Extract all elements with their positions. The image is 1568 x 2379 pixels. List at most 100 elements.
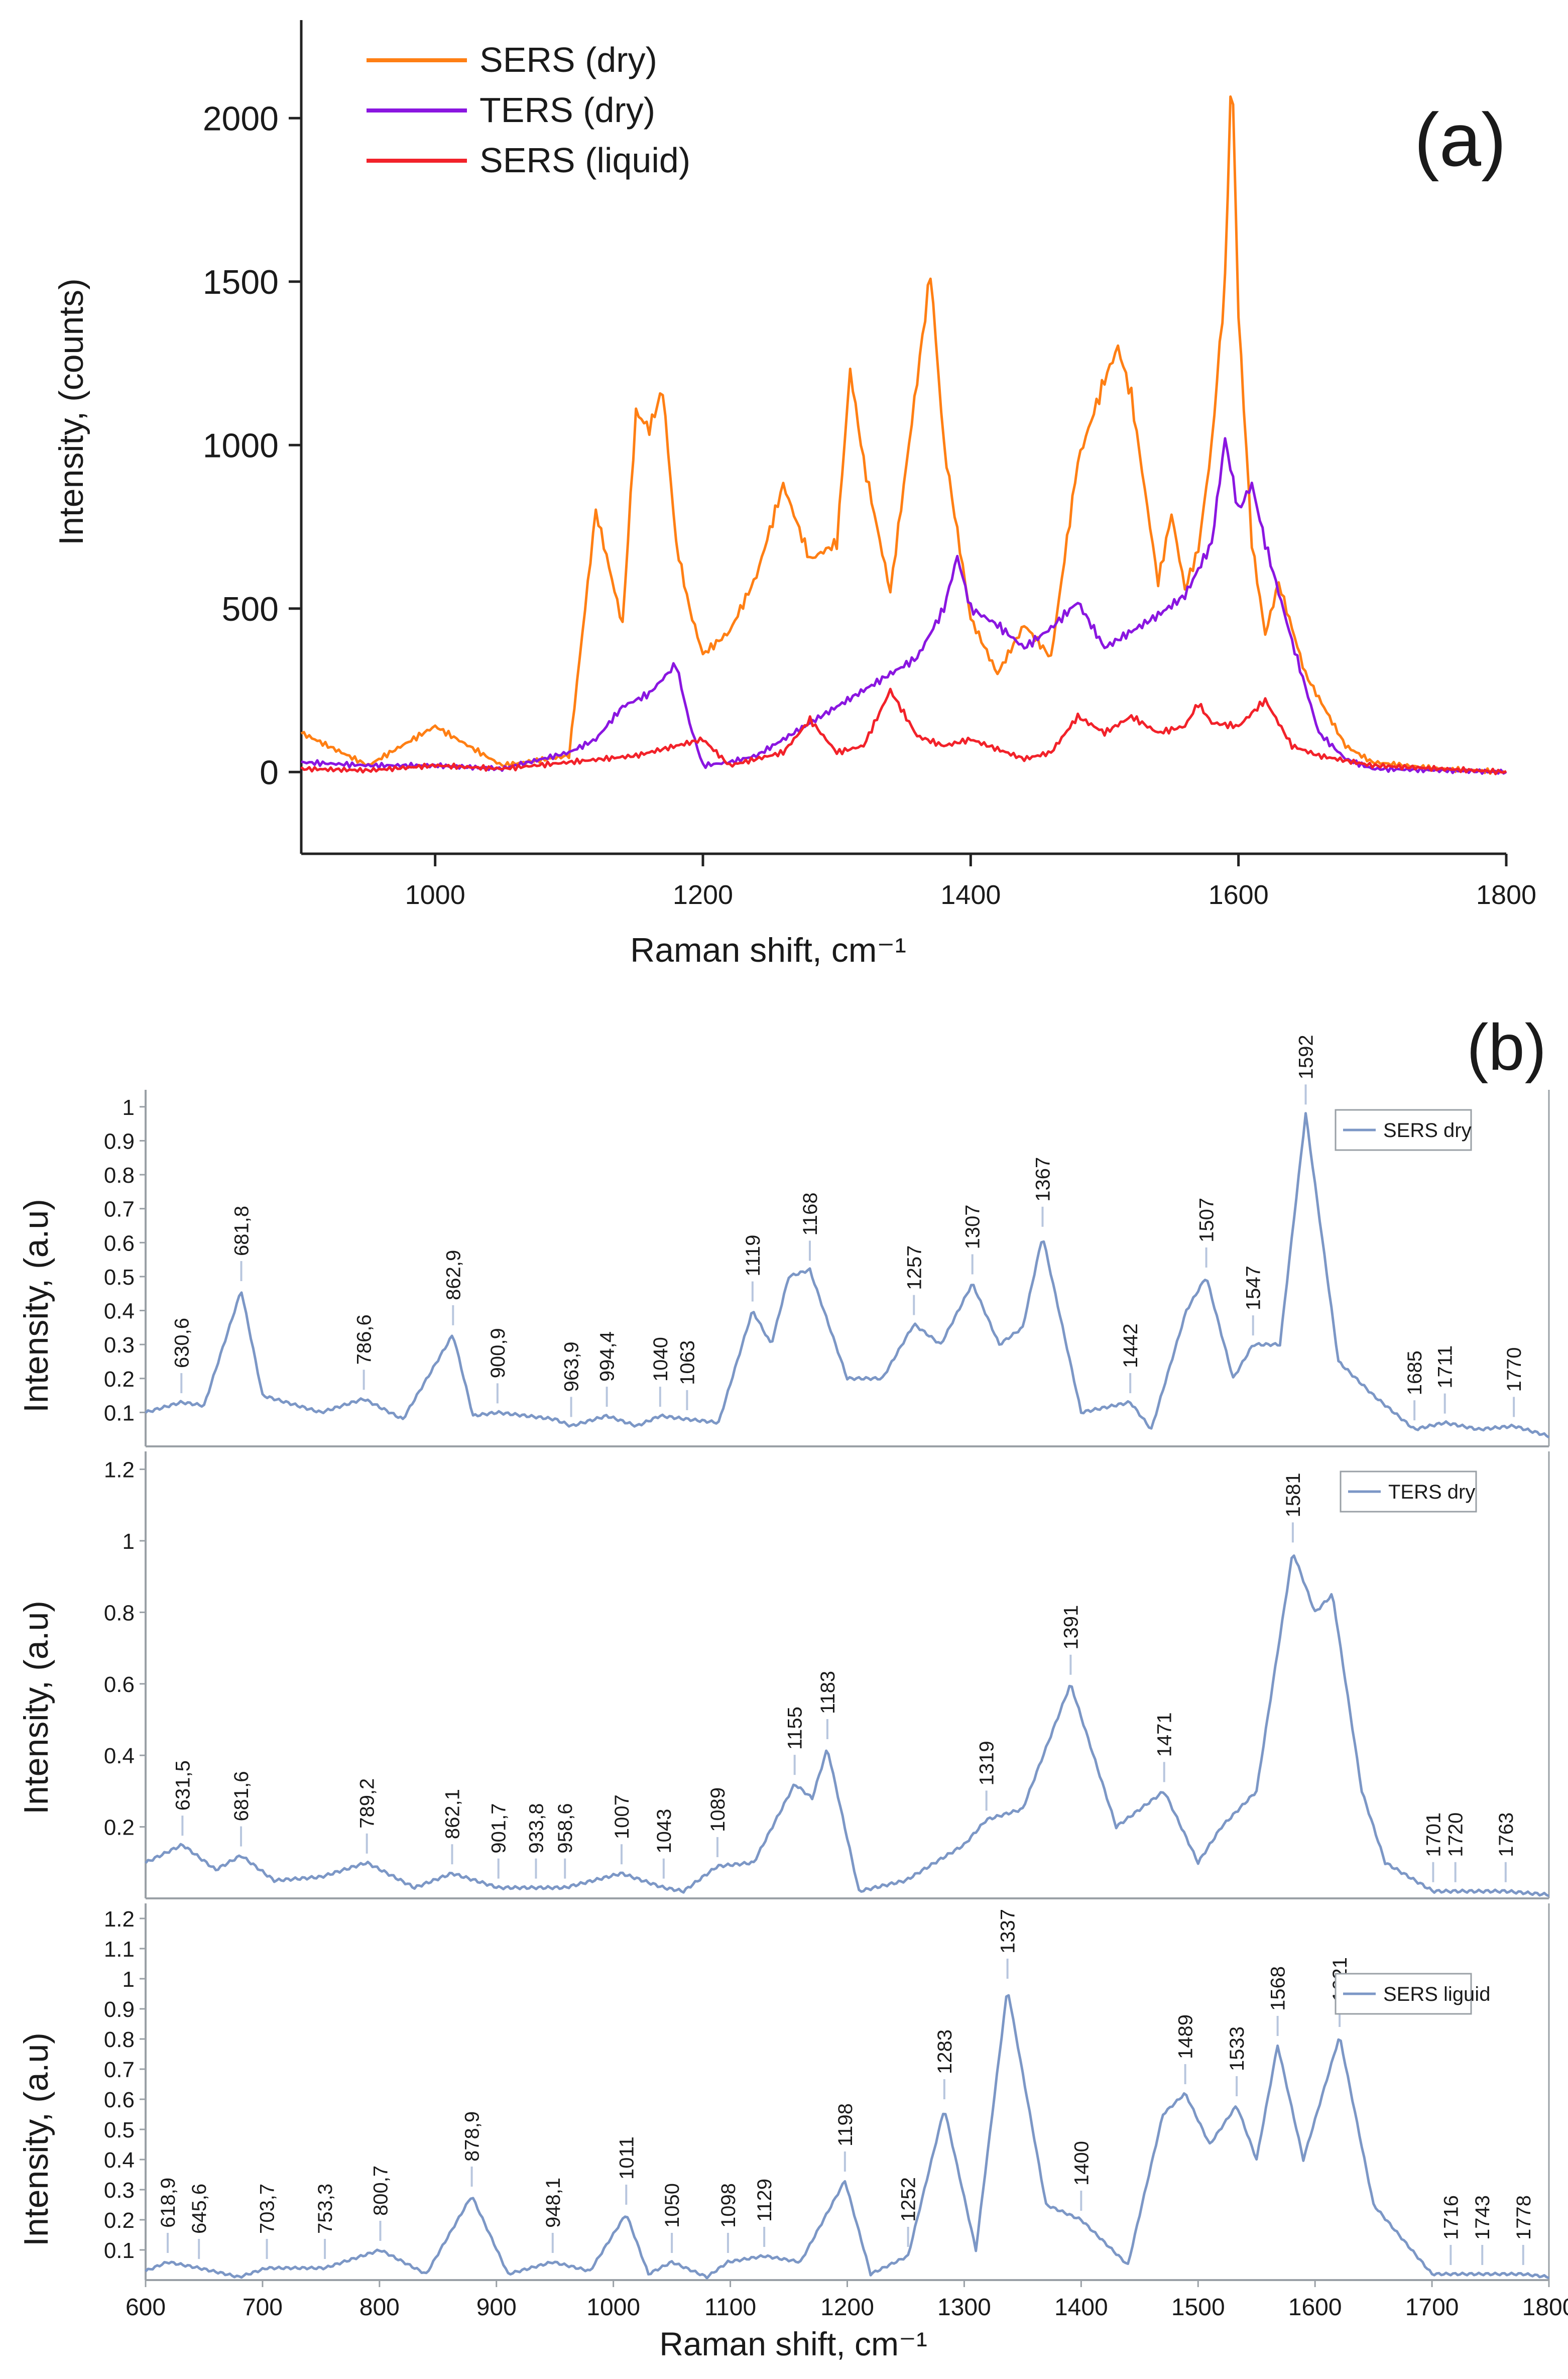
- y-tick-label: 0.8: [104, 1601, 135, 1625]
- x-tick-label-a: 1400: [940, 880, 1001, 910]
- y-tick-label: 0.5: [104, 2118, 135, 2142]
- peak-label: 1129: [754, 2179, 776, 2222]
- y-tick-label-a: 2000: [203, 99, 279, 138]
- y-axis-label-a: Intensity, (counts): [52, 278, 90, 545]
- y-tick-label: 0.1: [104, 1401, 135, 1425]
- x-tick-label: 1100: [704, 2294, 756, 2321]
- y-tick-label: 1.2: [104, 1907, 135, 1932]
- x-tick-label: 1700: [1405, 2294, 1459, 2321]
- peak-label: 1701: [1422, 1812, 1444, 1857]
- peak-label: 631,5: [172, 1760, 194, 1810]
- y-tick-label: 1.2: [104, 1458, 135, 1483]
- panel-b: (b) 0.1 0.2 0.3 0.4 0.5 0.6 0.7 0.8 0.9 1 630,6 681…: [17, 1010, 1568, 2362]
- y-tick-label: 0.5: [104, 1265, 135, 1290]
- legend: SERS (dry) TERS (dry) SERS (liquid): [367, 40, 690, 180]
- y-tick-label: 0.2: [104, 1367, 135, 1392]
- y-tick-label: 0.7: [104, 2058, 135, 2082]
- peak-label: 1168: [799, 1192, 821, 1235]
- peak-label: 1720: [1445, 1812, 1467, 1857]
- panel-b-sers-liquid: 0.1 0.2 0.3 0.4 0.5 0.6 0.7 0.8 0.9 1 1.1 1.2 600 700…: [104, 1903, 1568, 2321]
- y-axis-label-b1: Intensity, (a.u): [17, 1199, 55, 1413]
- peak-label: 963,9: [561, 1341, 583, 1392]
- peak-label: 1040: [650, 1337, 672, 1382]
- x-tick-label: 600: [126, 2294, 166, 2321]
- y-tick-label: 0.3: [104, 2178, 135, 2203]
- peak-label: 994,4: [596, 1331, 619, 1382]
- peak-label: 1778: [1513, 2195, 1535, 2240]
- peak-label: 681,8: [231, 1206, 253, 1256]
- peak-label: 1337: [997, 1909, 1019, 1954]
- y-tick-label: 0.6: [104, 1231, 135, 1256]
- peak-label: 786,6: [353, 1314, 376, 1365]
- peak-label: 933,8: [525, 1803, 547, 1854]
- peak-label: 1198: [834, 2103, 857, 2146]
- y-tick-label: 0.7: [104, 1197, 135, 1222]
- y-tick-label: 0.2: [104, 1816, 135, 1840]
- peak-label: 1471: [1154, 1712, 1176, 1757]
- y-tick-label-a: 1000: [203, 426, 279, 465]
- legend-label-ters-dry: TERS (dry): [479, 90, 655, 130]
- y-tick-label: 0.9: [104, 1129, 135, 1154]
- x-tick-label: 900: [476, 2294, 517, 2321]
- peak-label: 1183: [817, 1671, 839, 1714]
- peak-label: 618,9: [157, 2178, 179, 2228]
- legend-label-sers-liquid: SERS (liquid): [479, 141, 690, 180]
- peak-label: 1685: [1404, 1350, 1426, 1395]
- series-line-ters-dry: [301, 437, 1507, 775]
- peak-label: 878,9: [461, 2111, 484, 2162]
- peak-label: 800,7: [370, 2166, 392, 2216]
- y-tick-label: 0.2: [104, 2208, 135, 2233]
- peak-label: 1489: [1175, 2014, 1197, 2059]
- x-tick-label: 700: [243, 2294, 283, 2321]
- peak-label: 901,7: [488, 1803, 510, 1854]
- legend-label-sers-dry: SERS (dry): [479, 40, 657, 79]
- y-tick-label: 0.8: [104, 2027, 135, 2052]
- peak-label: 1507: [1196, 1198, 1218, 1242]
- y-tick-label: 0.4: [104, 1744, 135, 1768]
- x-tick-label-a: 1800: [1476, 880, 1536, 910]
- y-tick-label: 1: [123, 1967, 135, 1992]
- y-tick-label-a: 500: [222, 590, 279, 628]
- y-tick-label: 0.8: [104, 1163, 135, 1188]
- x-axis-label-b: Raman shift, cm⁻¹: [659, 2325, 927, 2362]
- peak-label: 1592: [1295, 1035, 1317, 1079]
- peak-label: 681,6: [230, 1771, 253, 1821]
- peak-label: 1307: [962, 1204, 984, 1249]
- series-line-sers-dry: [145, 1112, 1550, 1439]
- peak-label: 1716: [1440, 2195, 1462, 2240]
- peak-label: 645,6: [188, 2184, 210, 2234]
- x-tick-label-a: 1200: [673, 880, 733, 910]
- y-tick-label: 0.9: [104, 1997, 135, 2022]
- peak-label: 1568: [1267, 1966, 1289, 2011]
- y-tick-label: 1: [123, 1529, 135, 1554]
- peak-label: 1319: [976, 1741, 998, 1785]
- peak-label: 1283: [934, 2029, 956, 2074]
- x-tick-label: 1500: [1171, 2294, 1225, 2321]
- peak-label: 1098: [717, 2183, 740, 2228]
- peak-label: 1770: [1503, 1347, 1525, 1392]
- peak-label: 900,9: [487, 1328, 509, 1378]
- peak-label: 630,6: [171, 1318, 193, 1368]
- legend-label: TERS dry: [1388, 1481, 1475, 1503]
- panel-a-series: [300, 95, 1507, 775]
- x-tick-label: 1000: [586, 2294, 640, 2321]
- peak-label: 1050: [661, 2183, 683, 2228]
- panel-b-label: (b): [1467, 1010, 1546, 1084]
- peak-label: 862,9: [442, 1250, 464, 1300]
- x-tick-label: 1600: [1288, 2294, 1342, 2321]
- panel-a: 0 500 1000 1500 2000 1000 1200 1400 1600 1800 (a)…: [52, 20, 1536, 969]
- series-line-sers-liquid: [300, 688, 1507, 775]
- peak-label: 1581: [1282, 1472, 1304, 1517]
- series-line-sers-liquid: [145, 1994, 1549, 2280]
- peak-label: 1252: [898, 2177, 920, 2222]
- peak-label: 1367: [1032, 1157, 1054, 1202]
- peak-label: 1547: [1243, 1266, 1265, 1310]
- y-tick-label: 0.3: [104, 1333, 135, 1357]
- peak-label: 703,7: [257, 2184, 279, 2234]
- y-tick-label: 0.4: [104, 1299, 135, 1324]
- y-tick-label: 0.6: [104, 2088, 135, 2112]
- y-tick-label: 0.4: [104, 2148, 135, 2173]
- peak-label: 1155: [784, 1707, 806, 1750]
- y-tick-label: 0.1: [104, 2238, 135, 2263]
